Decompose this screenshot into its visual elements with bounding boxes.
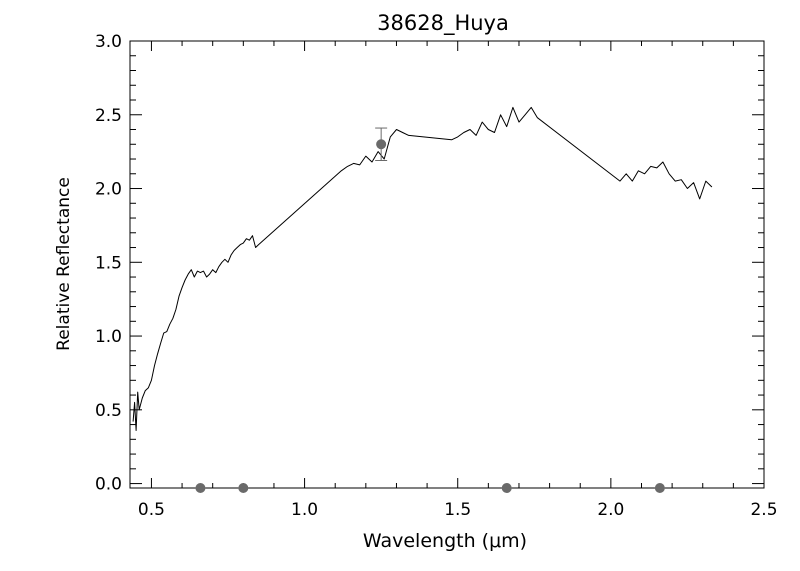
- y-axis-label: Relative Reflectance: [54, 177, 74, 351]
- y-tick-label: 0.0: [95, 475, 122, 495]
- y-tick-label: 1.0: [95, 327, 122, 347]
- x-tick-label: 2.0: [597, 500, 624, 520]
- y-tick-label: 0.5: [95, 401, 122, 421]
- photometry-point: [654, 483, 665, 493]
- x-tick-label: 1.5: [444, 500, 471, 520]
- photometry-point: [195, 483, 206, 493]
- x-axis-label: Wavelength (μm): [363, 530, 527, 552]
- y-tick-label: 2.0: [95, 180, 122, 200]
- photometry-point: [376, 139, 387, 150]
- spectrum-line: [132, 106, 713, 431]
- plot-frame: [129, 40, 765, 489]
- y-tick-label: 1.5: [95, 253, 122, 273]
- y-tick-label: 3.0: [95, 32, 122, 52]
- data-series: [132, 106, 713, 493]
- x-tick-label: 1.0: [291, 500, 318, 520]
- x-tick-label: 0.5: [138, 500, 165, 520]
- x-tick-label: 2.5: [750, 500, 777, 520]
- photometry-point: [238, 483, 249, 493]
- photometry-point: [501, 483, 512, 493]
- y-tick-label: 2.5: [95, 106, 122, 126]
- axis-tick-labels: 0.5 1.0 1.5 2.0 2.5 0.0 0.5 1.0 1.5 2.0 2.5 3.0: [95, 32, 778, 520]
- axis-ticks: [130, 40, 765, 488]
- chart-title: 38628_Huya: [377, 11, 509, 36]
